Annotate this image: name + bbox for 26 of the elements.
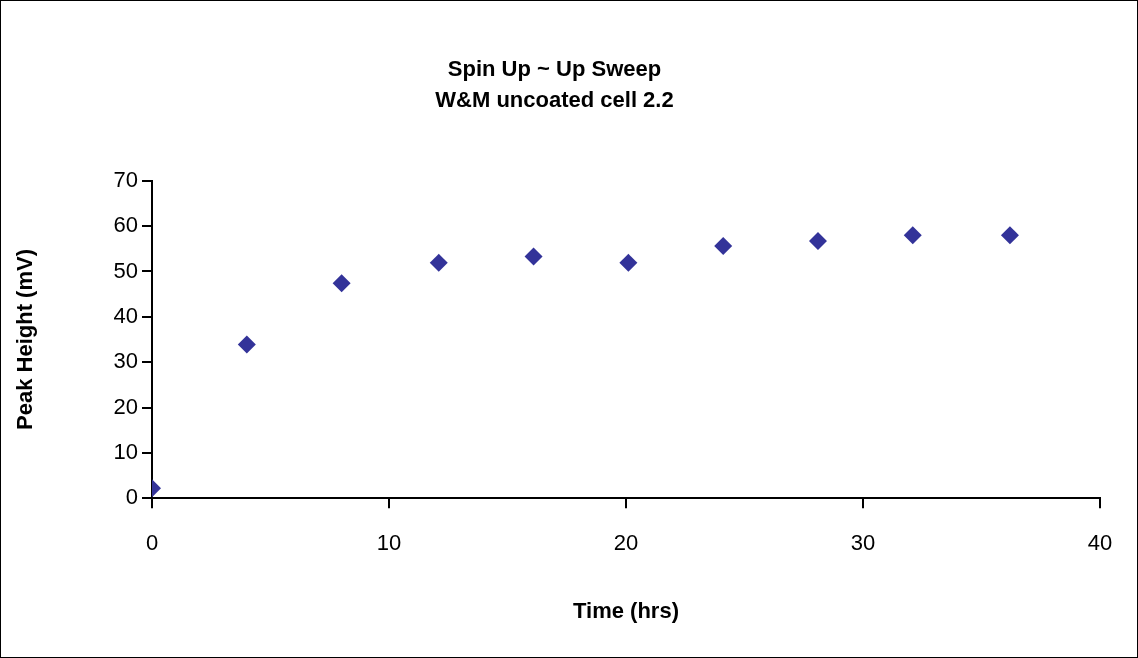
x-tick-label: 30 bbox=[850, 530, 876, 556]
y-tick-label: 40 bbox=[113, 302, 138, 328]
chart-subtitle: W&M uncoated cell 2.2 bbox=[435, 86, 674, 112]
x-tick-label: 10 bbox=[376, 530, 402, 556]
y-tick-label: 70 bbox=[113, 166, 138, 192]
point bbox=[429, 253, 448, 272]
x-axis-title: Time (hrs) bbox=[573, 597, 679, 623]
point bbox=[903, 226, 922, 245]
y-tick-label: 0 bbox=[125, 484, 138, 510]
point bbox=[808, 232, 827, 251]
point bbox=[714, 237, 733, 256]
x-tick-label: 20 bbox=[613, 530, 639, 556]
x-tick-label: 40 bbox=[1087, 530, 1113, 556]
chart-title: Spin Up ~ Up Sweep bbox=[447, 56, 662, 82]
y-tick-label: 30 bbox=[113, 348, 138, 374]
y-tick-label: 60 bbox=[113, 212, 138, 238]
point bbox=[237, 335, 256, 354]
y-axis-title: Peak Height (mV) bbox=[12, 249, 38, 430]
y-tick-label: 10 bbox=[113, 438, 138, 464]
y-tick-label: 20 bbox=[113, 393, 138, 419]
point bbox=[1000, 226, 1019, 245]
point bbox=[524, 247, 543, 266]
y-tick-label: 50 bbox=[113, 257, 138, 283]
point bbox=[619, 253, 638, 272]
point bbox=[332, 274, 351, 293]
x-tick-label: 0 bbox=[145, 530, 159, 556]
